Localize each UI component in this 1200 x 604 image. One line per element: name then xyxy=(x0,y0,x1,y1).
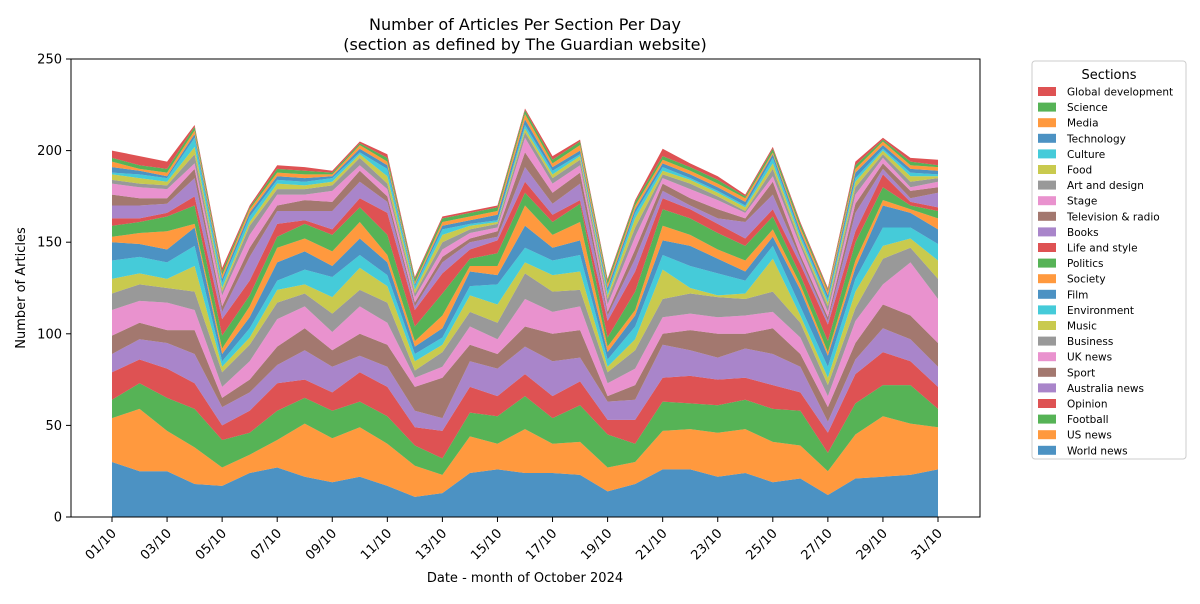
x-tick-label: 11/10 xyxy=(358,526,395,563)
legend-label-film: Film xyxy=(1067,289,1088,301)
legend-swatch-global-development xyxy=(1038,87,1056,96)
legend-swatch-food xyxy=(1038,165,1056,174)
area-environment xyxy=(112,227,938,378)
legend-swatch-society xyxy=(1038,274,1056,284)
x-tick-label: 29/10 xyxy=(854,526,891,563)
x-tick-label: 25/10 xyxy=(744,526,781,563)
x-tick-label: 19/10 xyxy=(578,526,615,563)
legend-label-sport: Sport xyxy=(1067,367,1095,379)
legend-label-technology: Technology xyxy=(1066,133,1126,145)
legend-label-us-news: US news xyxy=(1067,430,1112,442)
y-tick-label: 50 xyxy=(45,419,62,434)
legend-label-environment: Environment xyxy=(1067,305,1134,317)
area-technology xyxy=(112,119,938,299)
area-layers xyxy=(112,108,938,517)
legend-swatch-stage xyxy=(1038,196,1056,206)
area-music xyxy=(112,238,938,386)
area-australia-news xyxy=(112,328,938,433)
legend-label-television-and-radio: Television & radio xyxy=(1066,211,1160,223)
area-film xyxy=(112,205,938,367)
area-television-and-radio xyxy=(112,152,938,321)
legend-label-business: Business xyxy=(1067,336,1113,348)
x-axis-label: Date - month of October 2024 xyxy=(427,571,623,586)
area-opinion xyxy=(112,352,938,459)
legend-swatch-film xyxy=(1038,289,1056,299)
legend-swatch-football xyxy=(1038,414,1056,424)
legend-swatch-art-and-design xyxy=(1038,180,1056,190)
area-science xyxy=(112,110,938,292)
x-tick-label: 23/10 xyxy=(688,526,725,563)
area-uk-news xyxy=(112,262,938,408)
legend-swatch-television-and-radio xyxy=(1038,211,1056,221)
legend-label-art-and-design: Art and design xyxy=(1067,180,1144,192)
legend-frame xyxy=(1031,60,1187,460)
area-culture xyxy=(112,124,938,303)
x-tick-label: 09/10 xyxy=(303,526,340,563)
legend-label-books: Books xyxy=(1067,227,1099,239)
area-business xyxy=(112,247,938,397)
legend-label-politics: Politics xyxy=(1067,258,1104,270)
x-tick-label: 07/10 xyxy=(248,526,285,563)
y-tick-label: 100 xyxy=(37,327,62,342)
legend-swatch-business xyxy=(1038,336,1056,346)
legend-swatch-opinion xyxy=(1038,399,1056,408)
legend-label-world-news: World news xyxy=(1067,445,1128,457)
legend-label-stage: Stage xyxy=(1067,196,1097,208)
legend-label-culture: Culture xyxy=(1067,149,1105,161)
area-media xyxy=(112,113,938,296)
y-axis-label: Number of Articles xyxy=(14,227,29,349)
legend-label-global-development: Global development xyxy=(1067,87,1173,99)
chart-subtitle: (section as defined by The Guardian webs… xyxy=(343,35,707,54)
legend-swatch-uk-news xyxy=(1038,352,1056,362)
x-tick-label: 01/10 xyxy=(83,526,120,563)
legend-label-music: Music xyxy=(1067,321,1097,333)
legend-swatch-music xyxy=(1038,321,1056,330)
legend-swatch-books xyxy=(1038,227,1056,237)
legend-swatch-us-news xyxy=(1038,430,1056,440)
x-tick-label: 27/10 xyxy=(799,526,836,563)
legend-swatch-culture xyxy=(1038,149,1056,159)
y-tick-label: 200 xyxy=(37,144,62,159)
legend-swatch-australia-news xyxy=(1038,383,1056,393)
area-world-news xyxy=(112,462,938,517)
x-tick-label: 13/10 xyxy=(413,526,450,563)
x-tick-label: 03/10 xyxy=(138,526,175,563)
legend-swatch-science xyxy=(1038,102,1056,112)
legend-swatch-sport xyxy=(1038,367,1056,377)
legend-label-football: Football xyxy=(1067,414,1109,426)
x-tick-label: 17/10 xyxy=(523,526,560,563)
legend-label-food: Food xyxy=(1067,165,1092,177)
x-tick-label: 15/10 xyxy=(468,526,505,563)
legend-swatch-world-news xyxy=(1038,445,1056,455)
y-tick-label: 0 xyxy=(54,511,62,526)
legend-title: Sections xyxy=(1081,68,1136,83)
legend-label-life-and-style: Life and style xyxy=(1067,243,1138,255)
legend: Sections Global development Science Media T… xyxy=(1031,60,1187,460)
legend-swatch-environment xyxy=(1038,305,1056,315)
x-tick-label: 05/10 xyxy=(193,526,230,563)
x-tick-label: 31/10 xyxy=(909,526,946,563)
legend-label-opinion: Opinion xyxy=(1067,399,1108,411)
y-tick-label: 250 xyxy=(37,53,62,68)
legend-label-media: Media xyxy=(1067,118,1099,130)
plot-frame xyxy=(70,58,981,518)
x-tick-label: 21/10 xyxy=(633,526,670,563)
legend-label-uk-news: UK news xyxy=(1067,352,1112,364)
legend-label-science: Science xyxy=(1067,102,1108,114)
chart-title: Number of Articles Per Section Per Day xyxy=(369,15,681,34)
legend-swatch-technology xyxy=(1038,133,1056,143)
legend-label-society: Society xyxy=(1067,274,1106,286)
area-global-development xyxy=(112,108,938,290)
legend-swatch-media xyxy=(1038,118,1056,128)
legend-label-australia-news: Australia news xyxy=(1067,383,1144,395)
y-tick-label: 150 xyxy=(37,236,62,251)
legend-swatch-life-and-style xyxy=(1038,243,1056,252)
legend-swatch-politics xyxy=(1038,258,1056,268)
area-books xyxy=(112,167,938,325)
area-football xyxy=(112,383,938,475)
